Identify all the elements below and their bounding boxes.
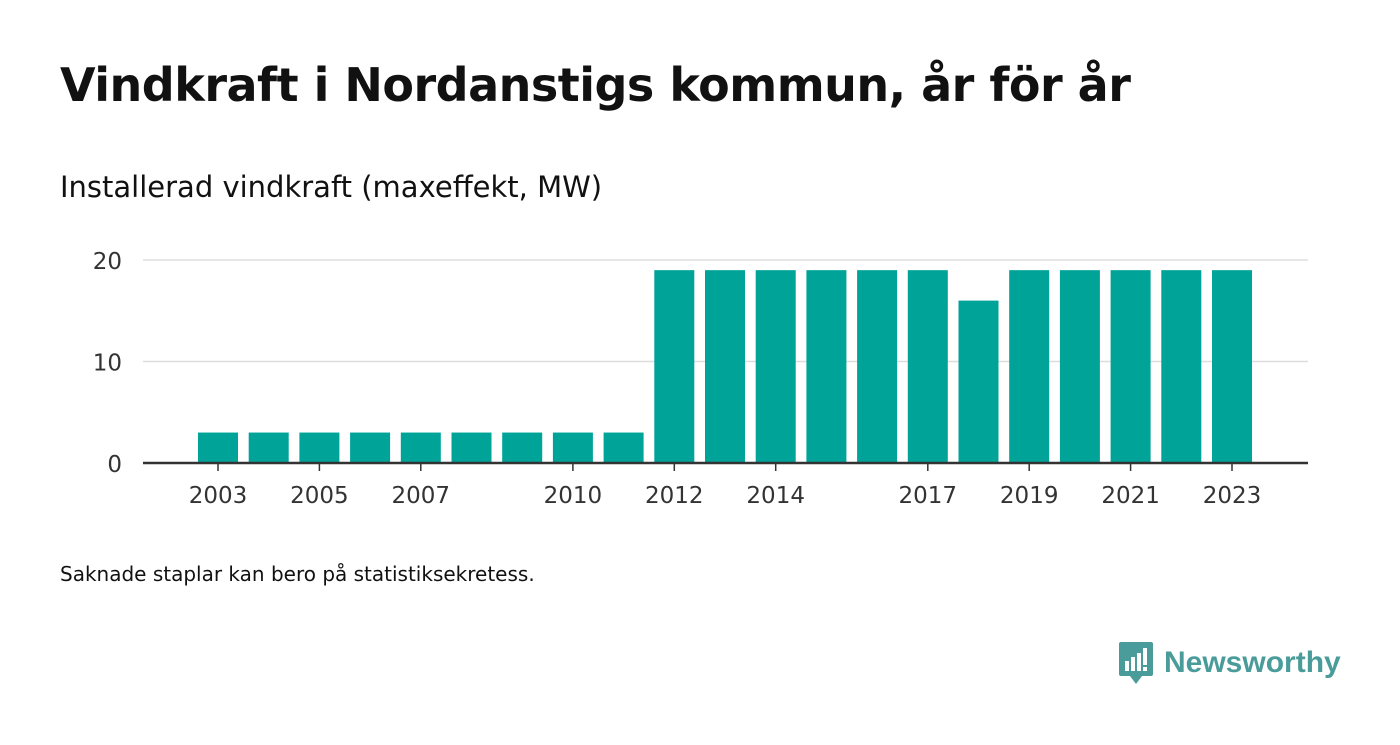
bar-2023: [1212, 270, 1252, 463]
x-tick-label: 2019: [1000, 483, 1059, 509]
bar-2009: [502, 432, 543, 463]
newsworthy-logo-icon: [1119, 642, 1153, 684]
bar-2013: [705, 270, 745, 463]
bar-2021: [1110, 270, 1151, 463]
bar-2005: [299, 432, 340, 463]
bar-2012: [654, 270, 695, 463]
x-tick-label: 2005: [290, 483, 349, 509]
bar-2020: [1059, 270, 1100, 463]
bar-2016: [857, 270, 898, 463]
bar-2014: [755, 270, 796, 463]
x-tick-label: 2023: [1203, 483, 1262, 509]
bar-2008: [451, 432, 492, 463]
bar-2019: [1009, 270, 1050, 463]
brand-name: Newsworthy: [1164, 646, 1341, 679]
bar-2022: [1161, 270, 1202, 463]
bar-2004: [248, 432, 289, 463]
x-tick-label: 2014: [746, 483, 805, 509]
bar-2007: [400, 432, 441, 463]
x-tick-label: 2007: [392, 483, 451, 509]
y-tick-label: 0: [107, 452, 122, 478]
bar-2010: [552, 432, 593, 463]
bar-2018: [958, 300, 999, 463]
bar-2006: [350, 432, 391, 463]
x-tick-label: 2010: [544, 483, 603, 509]
x-tick-label: 2017: [899, 483, 958, 509]
x-tick-label: 2012: [645, 483, 704, 509]
bar-2017: [907, 270, 948, 463]
footnote: Saknade staplar kan bero på statistiksek…: [60, 562, 535, 586]
bar-2003: [198, 432, 238, 463]
x-tick-label: 2021: [1101, 483, 1160, 509]
x-tick-label: 2003: [189, 483, 248, 509]
bar-2015: [806, 270, 847, 463]
y-tick-label: 10: [93, 351, 122, 377]
bar-2011: [603, 432, 644, 463]
y-tick-label: 20: [93, 249, 122, 275]
brand-logo: Newsworthy: [1118, 640, 1341, 686]
chart-title: Vindkraft i Nordanstigs kommun, år för å…: [60, 58, 1131, 112]
chart-subtitle: Installerad vindkraft (maxeffekt, MW): [60, 170, 603, 204]
